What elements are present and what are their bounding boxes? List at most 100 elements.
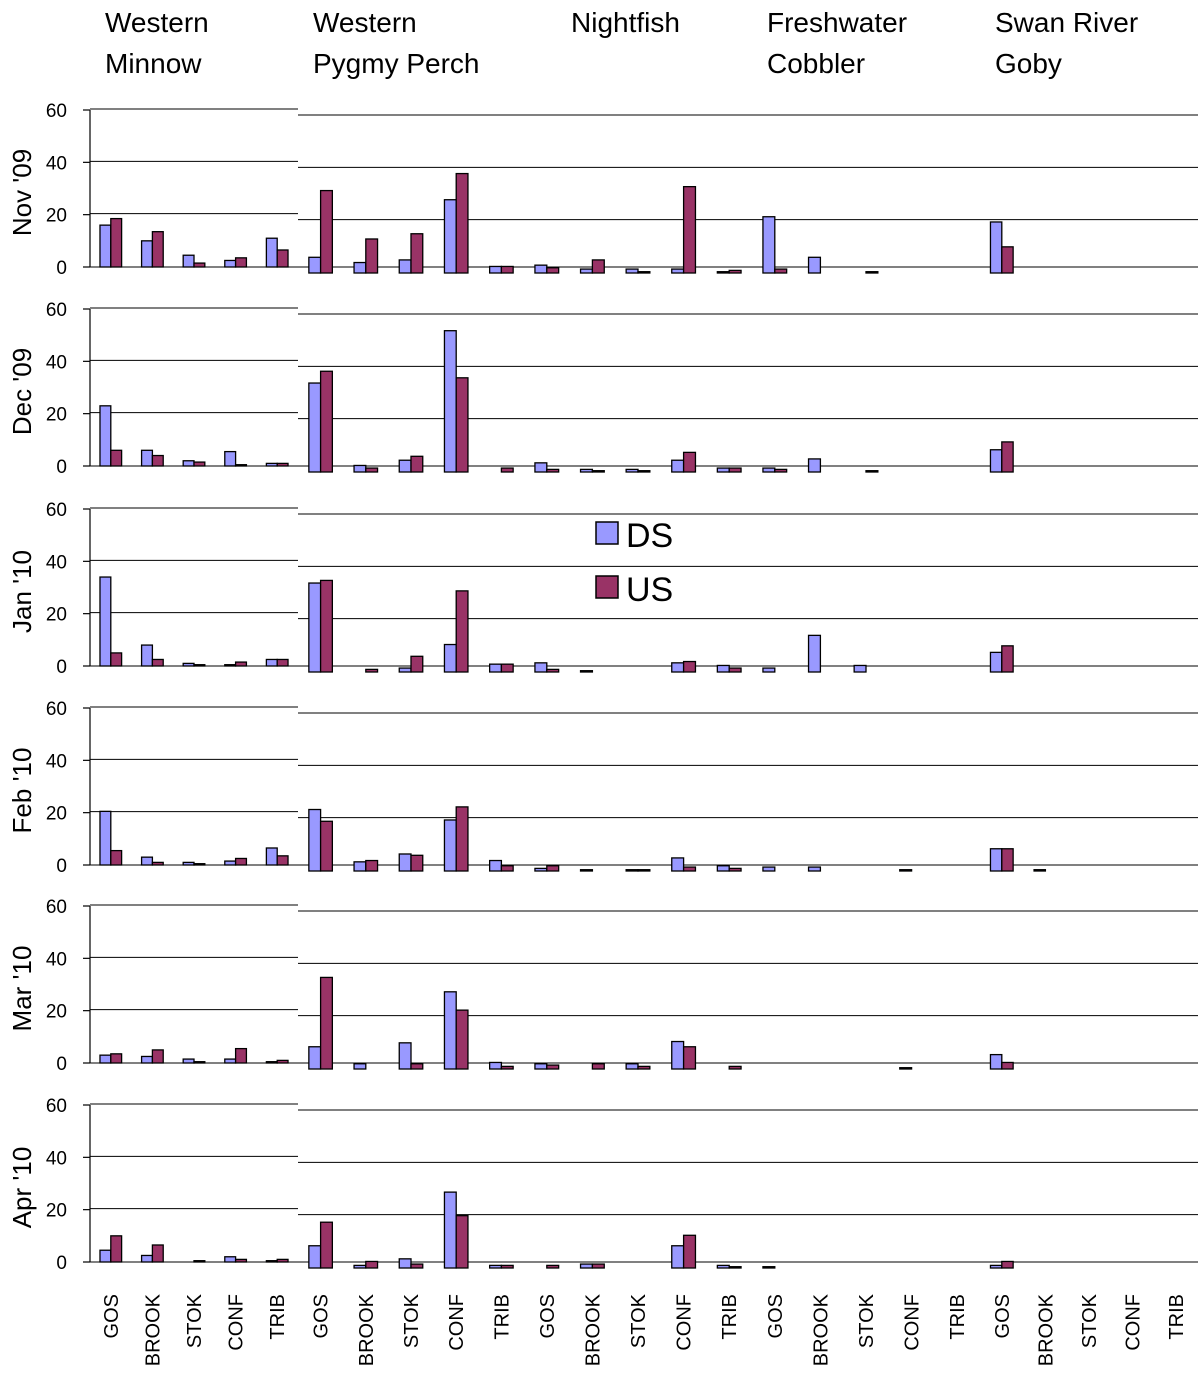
y-tick-label-mar-10-0: 0 [56, 1054, 67, 1075]
bar-nov-09-nightfish-stok-ds [625, 268, 639, 274]
bar-feb-10-nightfish-gos-us [546, 865, 560, 872]
legend-swatch-ds [595, 521, 619, 545]
bar-feb-10-western-pygmy-perch-brook-us [365, 859, 379, 872]
bar-feb-10-western-pygmy-perch-trib-ds [488, 859, 503, 872]
bar-apr-10-western-pygmy-perch-stok-us [410, 1263, 424, 1269]
grid-layer [83, 108, 1198, 1263]
x-tick-label-swan-river-goby-stok: STOK [1079, 1293, 1101, 1348]
bar-mar-10-nightfish-conf-ds [671, 1040, 685, 1070]
bar-dec-09-western-pygmy-perch-brook-us [365, 467, 379, 473]
x-tick-label-freshwater-cobbler-conf: CONF [902, 1294, 924, 1351]
bar-jan-10-nightfish-conf-us [682, 660, 697, 673]
bar-mar-10-western-pygmy-perch-stok-us [410, 1063, 424, 1070]
bar-feb-10-nightfish-brook-ds [579, 869, 594, 872]
bar-nov-09-western-minnow-brook-ds [140, 240, 154, 268]
bar-apr-10-nightfish-conf-ds [671, 1245, 685, 1269]
bar-apr-10-western-pygmy-perch-gos-us [319, 1221, 334, 1269]
bar-dec-09-western-pygmy-perch-stok-us [410, 455, 424, 473]
bar-dec-09-western-pygmy-perch-conf-ds [443, 330, 457, 473]
x-tick-label-nightfish-brook: BROOK [582, 1293, 604, 1366]
bar-feb-10-western-pygmy-perch-stok-us [410, 854, 424, 872]
bar-apr-10-western-pygmy-perch-conf-us [455, 1215, 469, 1269]
bar-nov-09-western-minnow-conf-ds [224, 259, 237, 268]
month-label-mar-10: Mar '10 [7, 946, 37, 1032]
bar-mar-10-western-minnow-brook-us [151, 1049, 164, 1064]
bar-nov-09-freshwater-cobbler-gos-ds [762, 216, 776, 274]
bar-nov-09-nightfish-brook-ds [579, 268, 594, 274]
bar-mar-10-western-minnow-trib-us [276, 1059, 289, 1064]
bar-apr-10-swan-river-goby-gos-us [1001, 1260, 1014, 1269]
bar-jan-10-western-pygmy-perch-stok-ds [398, 667, 412, 673]
bar-jan-10-nightfish-brook-ds [579, 670, 594, 673]
legend-label-us: US [626, 571, 673, 609]
x-tick-label-swan-river-goby-brook: BROOK [1035, 1293, 1057, 1366]
bar-nov-09-nightfish-conf-us [682, 185, 697, 274]
x-tick-label-swan-river-goby-trib: TRIB [1166, 1294, 1188, 1340]
species-title-freshwater-cobbler-line-2: Cobbler [767, 48, 865, 79]
bar-apr-10-western-minnow-conf-us [234, 1258, 248, 1263]
bar-jan-10-western-pygmy-perch-gos-ds [308, 582, 322, 673]
bar-jan-10-western-pygmy-perch-conf-ds [443, 643, 457, 673]
species-title-western-minnow-line-2: Minnow [105, 48, 202, 79]
species-title-swan-river-goby-line-1: Swan River [995, 7, 1138, 38]
x-tick-label-western-minnow-stok: STOK [184, 1293, 206, 1348]
bar-dec-09-nightfish-trib-ds [716, 467, 730, 473]
bar-dec-09-nightfish-stok-us [637, 470, 651, 473]
bar-jan-10-western-pygmy-perch-conf-us [455, 590, 469, 673]
bar-apr-10-western-minnow-trib-ds [265, 1260, 278, 1263]
bar-mar-10-western-minnow-stok-ds [182, 1058, 195, 1064]
bar-nov-09-western-minnow-stok-us [193, 262, 206, 268]
bar-dec-09-western-pygmy-perch-trib-us [500, 467, 514, 473]
bar-dec-09-nightfish-brook-ds [579, 468, 594, 473]
bar-feb-10-freshwater-cobbler-conf-ds [899, 869, 913, 872]
bar-feb-10-freshwater-cobbler-gos-ds [762, 866, 776, 872]
bar-mar-10-nightfish-gos-ds [534, 1063, 548, 1070]
bar-mar-10-western-pygmy-perch-trib-us [500, 1065, 514, 1070]
month-label-jan-10: Jan '10 [7, 550, 37, 633]
bar-jan-10-western-minnow-brook-us [151, 658, 164, 667]
y-tick-label-dec-09-20: 20 [46, 405, 67, 426]
bar-mar-10-nightfish-conf-us [682, 1046, 697, 1070]
y-tick-label-feb-10-0: 0 [56, 856, 67, 877]
bar-apr-10-western-minnow-gos-us [110, 1235, 123, 1263]
bar-jan-10-western-minnow-gos-us [110, 652, 123, 667]
bar-dec-09-western-pygmy-perch-stok-ds [398, 459, 412, 473]
bar-mar-10-western-minnow-brook-ds [140, 1055, 154, 1064]
bar-nov-09-western-minnow-brook-us [151, 231, 164, 268]
bar-nov-09-western-pygmy-perch-conf-us [455, 172, 469, 274]
bar-mar-10-western-minnow-conf-ds [224, 1058, 237, 1064]
bar-dec-09-nightfish-gos-us [546, 468, 560, 473]
bar-feb-10-western-minnow-gos-us [110, 849, 123, 866]
bar-apr-10-nightfish-brook-ds [579, 1263, 594, 1269]
bar-dec-09-freshwater-cobbler-gos-ds [762, 467, 776, 473]
bar-nov-09-nightfish-gos-us [546, 267, 560, 274]
bar-dec-09-nightfish-conf-us [682, 451, 697, 473]
bar-mar-10-western-pygmy-perch-gos-ds [308, 1046, 322, 1070]
bar-dec-09-nightfish-stok-ds [625, 468, 639, 473]
y-tick-label-jan-10-40: 40 [46, 552, 67, 573]
x-tick-label-western-pygmy-perch-trib: TRIB [491, 1294, 513, 1340]
x-tick-label-nightfish-conf: CONF [674, 1294, 696, 1351]
bar-jan-10-freshwater-cobbler-gos-ds [762, 667, 776, 673]
x-tick-label-western-minnow-trib: TRIB [267, 1294, 289, 1340]
bar-jan-10-western-minnow-stok-ds [182, 662, 195, 667]
legend-label-ds: DS [626, 517, 673, 555]
bar-feb-10-nightfish-trib-ds [716, 865, 730, 872]
bar-nov-09-western-pygmy-perch-stok-us [410, 233, 424, 274]
x-tick-label-western-pygmy-perch-gos: GOS [311, 1294, 333, 1338]
x-tick-label-nightfish-trib: TRIB [719, 1294, 741, 1340]
species-title-western-pygmy-perch-line-1: Western [313, 7, 417, 38]
y-tick-label-nov-09-0: 0 [56, 258, 67, 279]
bar-dec-09-western-pygmy-perch-conf-us [455, 377, 469, 473]
bar-nov-09-western-pygmy-perch-trib-us [500, 265, 514, 274]
x-tick-label-swan-river-goby-conf: CONF [1123, 1294, 1145, 1351]
x-tick-label-western-minnow-conf: CONF [226, 1294, 248, 1351]
bar-feb-10-western-pygmy-perch-brook-ds [353, 861, 367, 872]
bar-mar-10-nightfish-stok-ds [625, 1063, 639, 1070]
bar-dec-09-freshwater-cobbler-stok-us [865, 470, 879, 473]
bar-apr-10-western-pygmy-perch-trib-us [500, 1264, 514, 1269]
bar-jan-10-western-minnow-trib-us [276, 658, 289, 667]
bar-apr-10-western-minnow-conf-ds [224, 1256, 237, 1263]
x-tick-label-nightfish-stok: STOK [628, 1293, 650, 1348]
